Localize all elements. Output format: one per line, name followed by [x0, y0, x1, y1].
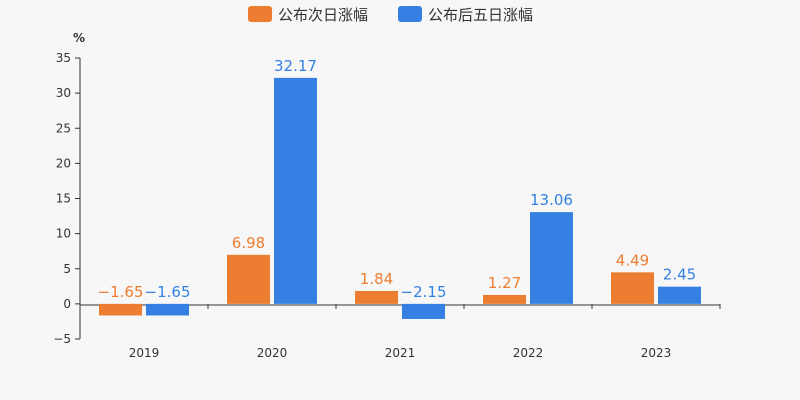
bar-series-1[interactable] [355, 290, 398, 304]
y-tick-label: 5 [63, 262, 71, 276]
y-tick-label: 25 [56, 121, 71, 135]
data-label-series-1: −1.65 [98, 283, 144, 301]
bar-series-2[interactable] [146, 303, 189, 316]
y-axis-ticks: 35 30 25 20 15 10 5 0 −5 [53, 51, 80, 346]
legend-label-series-1: 公布次日涨幅 [278, 6, 368, 24]
y-tick-label: −5 [53, 332, 71, 346]
legend-swatch-series-1 [248, 6, 272, 22]
legend-item-series-2[interactable]: 公布后五日涨幅 [398, 6, 533, 24]
legend-item-series-1[interactable]: 公布次日涨幅 [248, 6, 368, 24]
data-label-series-1: 1.27 [488, 274, 521, 292]
x-axis-ticks: 2019 2020 2021 2022 2023 [79, 303, 721, 360]
data-label-series-1: 6.98 [232, 234, 265, 252]
y-tick-label: 20 [56, 156, 71, 170]
data-labels: −1.65 6.98 1.84 1.27 4.49 −1.65 32.17 −2.15 13.0… [98, 57, 697, 301]
x-tick-label: 2021 [385, 346, 416, 360]
data-label-series-2: 13.06 [530, 191, 573, 209]
y-tick-label: 0 [63, 297, 71, 311]
x-tick-label: 2019 [129, 346, 160, 360]
bar-series-2[interactable] [274, 77, 317, 304]
y-axis-unit: % [73, 31, 85, 45]
data-label-series-2: −2.15 [401, 283, 447, 301]
x-tick-label: 2022 [513, 346, 544, 360]
legend-label-series-2: 公布后五日涨幅 [428, 6, 533, 24]
data-label-series-1: 1.84 [360, 270, 393, 288]
bar-series-1[interactable] [611, 272, 654, 304]
y-tick-label: 35 [56, 51, 71, 65]
y-tick-label: 10 [56, 227, 71, 241]
bar-series-2[interactable] [658, 286, 701, 304]
x-tick-label: 2020 [257, 346, 288, 360]
data-label-series-1: 4.49 [616, 251, 649, 269]
data-label-series-2: 32.17 [274, 57, 317, 75]
bar-series-1[interactable] [99, 303, 142, 316]
bar-series-2[interactable] [402, 303, 445, 319]
bar-series-1[interactable] [483, 294, 526, 304]
data-label-series-2: 2.45 [663, 266, 696, 284]
bars [99, 77, 701, 319]
bar-series-2[interactable] [530, 212, 573, 304]
legend: 公布次日涨幅 公布后五日涨幅 [248, 6, 533, 24]
y-tick-label: 30 [56, 86, 71, 100]
legend-swatch-series-2 [398, 6, 422, 22]
x-tick-label: 2023 [641, 346, 672, 360]
data-label-series-2: −1.65 [145, 283, 191, 301]
y-tick-label: 15 [56, 192, 71, 206]
bar-series-1[interactable] [227, 254, 270, 304]
